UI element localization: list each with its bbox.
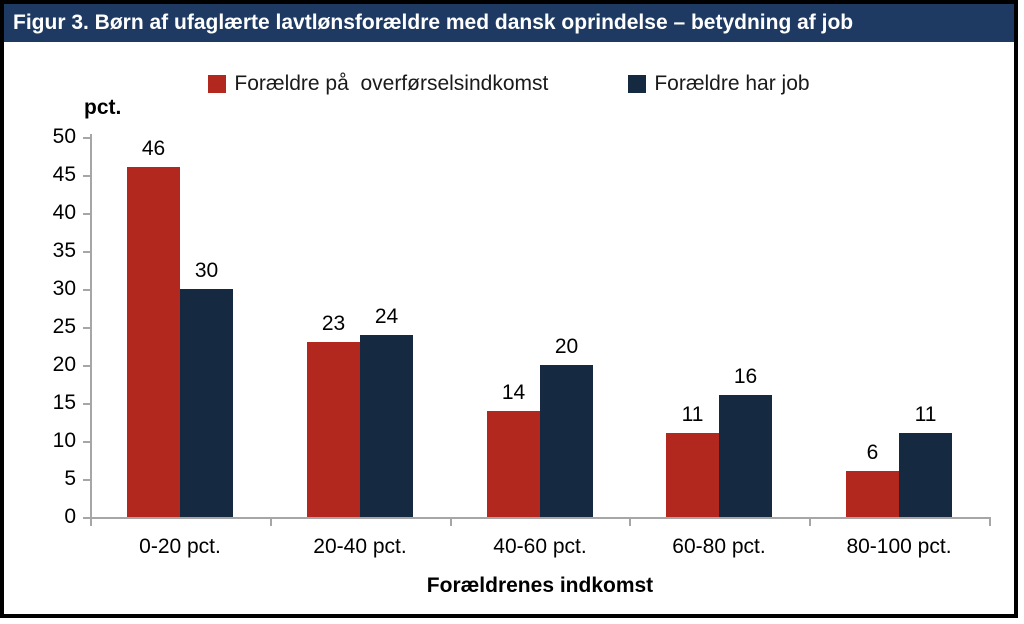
y-axis-tick [83,251,91,253]
x-axis-tick [809,517,811,526]
figure-title: Figur 3. Børn af ufaglærte lavtlønsforæl… [4,4,1014,42]
bar-value-label: 20 [554,335,579,358]
y-tick-label: 45 [52,163,76,186]
category-label: 80-100 pct. [846,535,952,558]
bar-value-label: 14 [501,381,526,404]
x-axis-tick [90,517,92,526]
y-axis-tick [83,137,91,139]
y-axis-tick [83,517,91,519]
bar-value-label: 46 [141,137,166,160]
bar [127,167,180,517]
y-tick-label: 40 [52,201,76,224]
legend-item-transfer-income: Forældre på overførselsindkomst [208,72,548,96]
category-label: 60-80 pct. [672,535,766,558]
y-tick-label: 25 [52,315,76,338]
x-axis-title: Forældrenes indkomst [426,574,654,597]
legend-swatch-has-job [628,75,647,93]
bar-value-label: 16 [733,365,758,388]
y-tick-label: 30 [52,277,76,300]
category-label: 40-60 pct. [493,535,587,558]
bar [666,433,719,517]
legend-label-has-job: Forældre har job [654,72,810,95]
y-axis-tick [83,403,91,405]
y-axis-tick [83,327,91,329]
bar [540,365,593,517]
x-axis-line [90,517,990,519]
legend-label-transfer-income: Forældre på overførselsindkomst [234,72,549,95]
bar [307,342,360,517]
x-axis-tick [450,517,452,526]
bar [180,289,233,517]
x-axis-tick [989,517,991,526]
bar-value-label: 30 [194,259,219,282]
y-axis-line [90,134,92,526]
y-axis-tick [83,365,91,367]
bar-value-label: 24 [374,305,399,328]
bar [846,471,899,517]
bar-value-label: 11 [914,403,937,426]
bar [360,335,413,517]
x-axis-tick [270,517,272,526]
y-tick-label: 15 [52,391,76,414]
legend: Forældre på overførselsindkomst Forældre… [4,72,1014,96]
y-tick-label: 5 [64,467,76,490]
y-axis-tick [83,441,91,443]
y-tick-label: 50 [52,125,76,148]
y-axis-tick [83,479,91,481]
legend-swatch-transfer-income [208,75,227,93]
y-axis-tick [83,213,91,215]
legend-item-has-job: Forældre har job [628,72,810,96]
bar [899,433,952,517]
category-label: 0-20 pct. [139,535,221,558]
bar-value-label: 11 [681,403,704,426]
bar-value-label: 6 [866,441,879,464]
y-tick-label: 35 [52,239,76,262]
y-tick-label: 20 [52,353,76,376]
y-tick-label: 0 [64,505,76,528]
y-tick-label: 10 [52,429,76,452]
y-axis-tick [83,175,91,177]
x-axis-tick [629,517,631,526]
y-axis-unit-label: pct. [84,96,122,119]
bar-value-label: 23 [321,312,346,335]
y-axis-tick [83,289,91,291]
category-label: 20-40 pct. [313,535,407,558]
bar [487,411,540,517]
bar [719,395,772,517]
